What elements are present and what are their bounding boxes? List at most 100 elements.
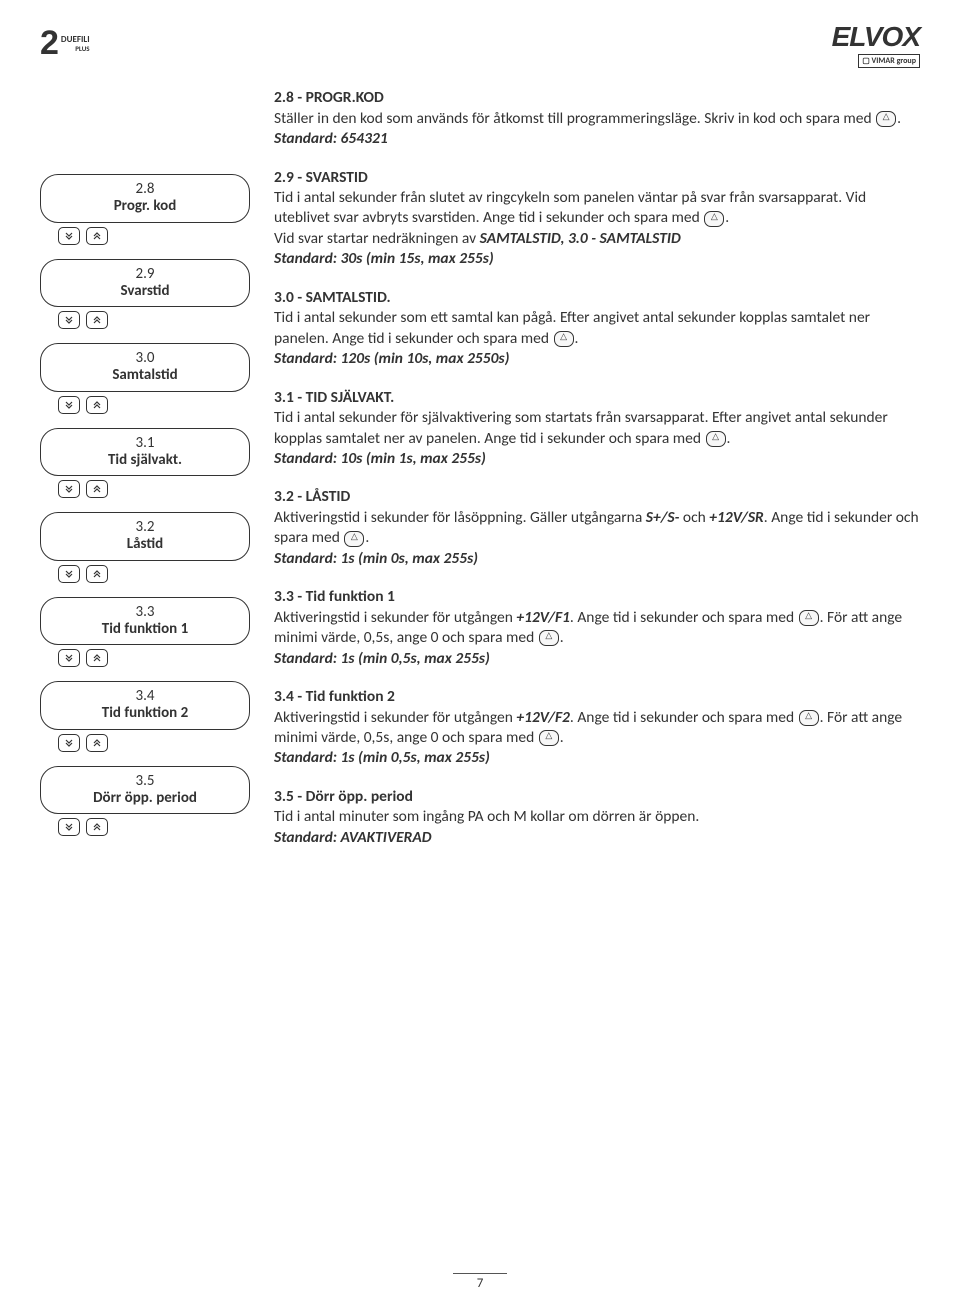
section-text: . — [365, 528, 369, 547]
section-title: 3.3 - Tid funktion 1 — [274, 587, 395, 606]
menu-label: Tid funktion 2 — [49, 705, 241, 722]
description-column: 2.8 - PROGR.KOD Ställer in den kod som a… — [274, 88, 920, 866]
section-title: 2.9 - SVARSTID — [274, 168, 368, 187]
menu-num: 3.5 — [49, 773, 241, 790]
section-2-9: 2.9 - SVARSTID Tid i antal sekunder från… — [274, 168, 920, 270]
section-3-4: 3.4 - Tid funktion 2 Aktiveringstid i se… — [274, 687, 920, 769]
menu-num: 3.1 — [49, 435, 241, 452]
up-icon[interactable] — [86, 734, 108, 752]
menu-label: Tid självakt. — [49, 452, 241, 469]
nav-keys — [40, 227, 250, 245]
section-text: . — [725, 208, 729, 227]
section-em: SAMTALSTID, 3.0 - SAMTALSTID — [480, 229, 681, 248]
section-title: 3.0 - SAMTALSTID. — [274, 288, 391, 307]
nav-keys — [40, 818, 250, 836]
menu-num: 3.3 — [49, 604, 241, 621]
section-3-5: 3.5 - Dörr öpp. period Tid i antal minut… — [274, 787, 920, 848]
section-text: Aktiveringstid i sekunder för utgången — [274, 608, 516, 627]
page-number: 7 — [0, 1276, 960, 1291]
page-body: 2.8 Progr. kod 2.9 Svarstid 3.0 Samtalst… — [40, 88, 920, 866]
section-text: . — [575, 329, 579, 348]
bell-icon — [344, 531, 364, 547]
bell-icon — [539, 630, 559, 646]
nav-keys — [40, 734, 250, 752]
section-em: +12V/F1 — [516, 608, 570, 627]
menu-item: 3.5 Dörr öpp. period — [40, 766, 250, 815]
down-icon[interactable] — [58, 649, 80, 667]
up-icon[interactable] — [86, 565, 108, 583]
elvox-text: ELVOX — [832, 24, 920, 49]
section-3-1: 3.1 - TID SJÄLVAKT. Tid i antal sekunder… — [274, 388, 920, 470]
section-standard: Standard: 10s (min 1s, max 255s) — [274, 449, 920, 469]
section-title: 3.1 - TID SJÄLVAKT. — [274, 388, 394, 407]
down-icon[interactable] — [58, 227, 80, 245]
down-icon[interactable] — [58, 480, 80, 498]
section-text: Vid svar startar nedräkningen av — [274, 229, 480, 248]
menu-item: 3.4 Tid funktion 2 — [40, 681, 250, 730]
section-standard: Standard: AVAKTIVERAD — [274, 828, 920, 848]
menu-label: Svarstid — [49, 283, 241, 300]
section-standard: Standard: 120s (min 10s, max 2550s) — [274, 349, 920, 369]
vimar-group-text: ▢ VIMAR group — [858, 54, 920, 68]
bell-icon — [799, 610, 819, 626]
section-text: . Ange tid i sekunder och spara med — [570, 608, 798, 627]
nav-keys — [40, 565, 250, 583]
section-text: . — [560, 728, 564, 747]
menu-label: Progr. kod — [49, 198, 241, 215]
up-icon[interactable] — [86, 480, 108, 498]
section-em: +12V/F2 — [516, 708, 570, 727]
section-text: . Ange tid i sekunder och spara med — [570, 708, 798, 727]
up-icon[interactable] — [86, 396, 108, 414]
down-icon[interactable] — [58, 818, 80, 836]
section-title: 3.5 - Dörr öpp. period — [274, 787, 413, 806]
menu-num: 3.0 — [49, 350, 241, 367]
menu-num: 2.9 — [49, 266, 241, 283]
section-text: och — [679, 508, 709, 527]
menu-label: Tid funktion 1 — [49, 621, 241, 638]
logo-plus-text: PLUS — [61, 44, 90, 53]
up-icon[interactable] — [86, 818, 108, 836]
section-text: Tid i antal minuter som ingång PA och M … — [274, 807, 699, 826]
section-3-3: 3.3 - Tid funktion 1 Aktiveringstid i se… — [274, 587, 920, 669]
down-icon[interactable] — [58, 734, 80, 752]
section-title: 3.2 - LÅSTID — [274, 487, 350, 506]
down-icon[interactable] — [58, 396, 80, 414]
section-em: +12V/SR — [709, 508, 764, 527]
section-standard: Standard: 1s (min 0,5s, max 255s) — [274, 748, 920, 768]
nav-keys — [40, 311, 250, 329]
bell-icon — [799, 710, 819, 726]
section-title: 3.4 - Tid funktion 2 — [274, 687, 395, 706]
menu-item: 3.3 Tid funktion 1 — [40, 597, 250, 646]
menu-num: 3.4 — [49, 688, 241, 705]
down-icon[interactable] — [58, 311, 80, 329]
section-standard: Standard: 1s (min 0s, max 255s) — [274, 549, 920, 569]
section-standard: Standard: 1s (min 0,5s, max 255s) — [274, 649, 920, 669]
section-title: 2.8 - PROGR.KOD — [274, 88, 384, 107]
menu-num: 2.8 — [49, 181, 241, 198]
logo-elvox: ELVOX ▢ VIMAR group — [832, 24, 920, 68]
bell-icon — [706, 431, 726, 447]
section-text: Tid i antal sekunder för självaktivering… — [274, 408, 888, 447]
section-em: S+/S- — [646, 508, 680, 527]
menu-label: Samtalstid — [49, 367, 241, 384]
menu-item: 2.8 Progr. kod — [40, 174, 250, 223]
menu-item: 3.0 Samtalstid — [40, 343, 250, 392]
menu-column: 2.8 Progr. kod 2.9 Svarstid 3.0 Samtalst… — [40, 88, 250, 866]
nav-keys — [40, 396, 250, 414]
bell-icon — [876, 111, 896, 127]
section-text: Ställer in den kod som används för åtkom… — [274, 109, 875, 128]
logo-two-glyph: 2 — [40, 24, 57, 63]
up-icon[interactable] — [86, 227, 108, 245]
page-number-text: 7 — [453, 1273, 508, 1291]
section-standard: Standard: 30s (min 15s, max 255s) — [274, 249, 920, 269]
down-icon[interactable] — [58, 565, 80, 583]
nav-keys — [40, 480, 250, 498]
nav-keys — [40, 649, 250, 667]
section-text: . — [727, 429, 731, 448]
page-header: 2 DUEFILI PLUS ELVOX ▢ VIMAR group — [40, 24, 920, 68]
up-icon[interactable] — [86, 311, 108, 329]
section-2-8: 2.8 - PROGR.KOD Ställer in den kod som a… — [274, 88, 920, 149]
up-icon[interactable] — [86, 649, 108, 667]
section-text: . — [560, 628, 564, 647]
section-text: Aktiveringstid i sekunder för låsöppning… — [274, 508, 646, 527]
